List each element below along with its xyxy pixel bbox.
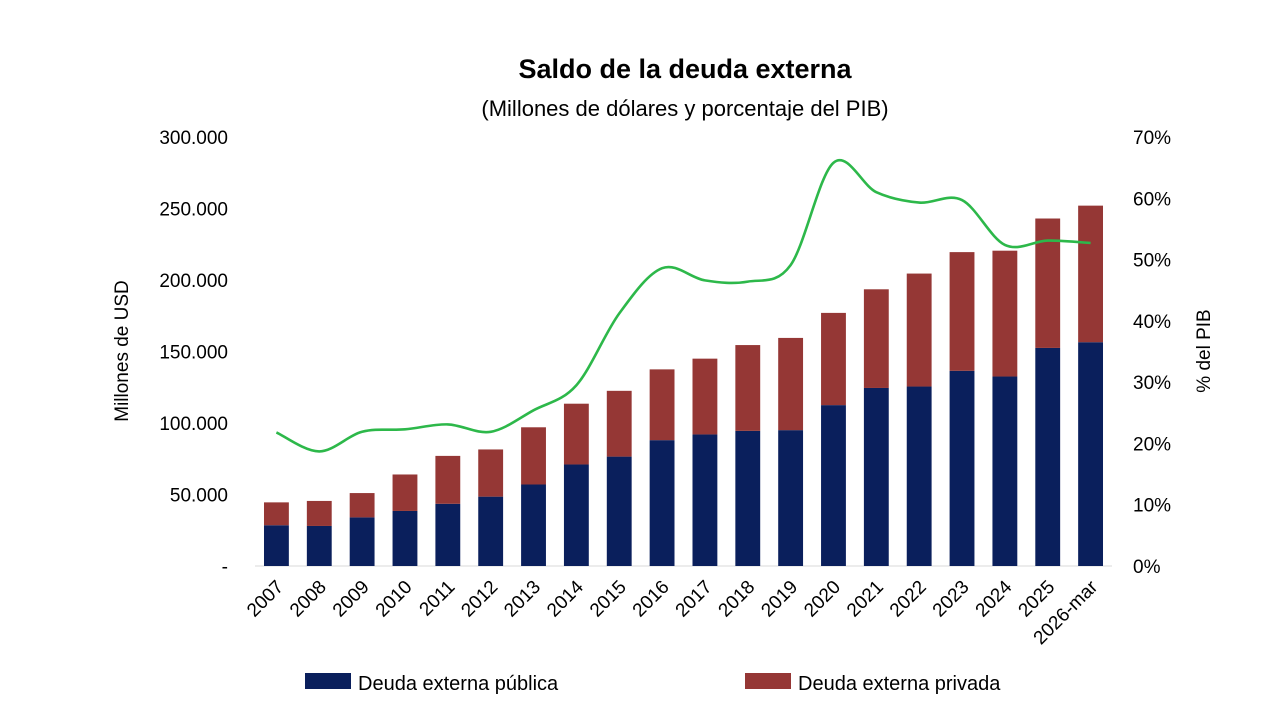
bar-privada-2015 xyxy=(606,390,632,457)
bar-publica-2023 xyxy=(949,370,975,566)
right-axis-label: % del PIB xyxy=(1194,309,1215,392)
right-tick-label: 40% xyxy=(1133,312,1171,333)
bar-privada-2025 xyxy=(1035,218,1061,348)
x-tick-label: 2022 xyxy=(886,577,931,622)
bar-publica-2017 xyxy=(692,434,718,566)
x-tick-label: 2017 xyxy=(672,577,717,622)
bar-privada-2018 xyxy=(735,345,761,431)
x-tick-label: 2009 xyxy=(329,577,374,622)
x-tick-label: 2015 xyxy=(586,577,631,622)
x-tick-label: 2011 xyxy=(416,577,460,621)
bar-publica-2012 xyxy=(478,496,504,566)
bar-publica-2021 xyxy=(863,387,889,566)
left-tick-label: 200.000 xyxy=(159,271,228,292)
bar-privada-2007 xyxy=(263,502,289,526)
x-tick-label: 2012 xyxy=(457,577,502,622)
right-tick-label: 50% xyxy=(1133,251,1171,272)
right-tick-label: 60% xyxy=(1133,189,1171,210)
legend-swatch-publica xyxy=(305,673,351,689)
bar-privada-2019 xyxy=(778,337,804,431)
bar-publica-2024 xyxy=(992,376,1018,566)
bar-publica-2019 xyxy=(778,430,804,566)
bar-privada-2026-mar xyxy=(1078,205,1104,343)
bar-privada-2024 xyxy=(992,250,1018,377)
right-tick-label: 0% xyxy=(1133,557,1161,578)
bar-privada-2016 xyxy=(649,369,675,441)
bar-privada-2011 xyxy=(435,455,461,504)
bar-publica-2015 xyxy=(606,456,632,566)
x-tick-label: 2007 xyxy=(243,577,288,622)
pib-line xyxy=(275,159,1091,453)
bar-publica-2020 xyxy=(821,405,846,566)
x-tick-label: 2021 xyxy=(843,577,888,622)
left-tick-label: 100.000 xyxy=(159,414,228,435)
bar-publica-2022 xyxy=(906,386,932,566)
bar-publica-2008 xyxy=(306,525,332,566)
x-tick-label: 2013 xyxy=(500,577,545,622)
bar-publica-2025 xyxy=(1035,347,1061,566)
bar-publica-2007 xyxy=(263,525,289,566)
bar-publica-2018 xyxy=(735,430,761,566)
x-tick-label: 2008 xyxy=(286,577,331,622)
right-tick-label: 20% xyxy=(1133,434,1171,455)
left-axis-ticks: - 50.000 100.000 150.000 200.000 250.000 300.0… xyxy=(159,128,228,578)
right-axis-ticks: 0% 10% 20% 30% 40% 50% 60% 70% xyxy=(1133,128,1171,578)
legend-label-privada: Deuda externa privada xyxy=(798,673,1001,695)
bar-privada-2008 xyxy=(306,500,332,526)
bar-publica-2026-mar xyxy=(1078,342,1104,566)
right-tick-label: 70% xyxy=(1133,128,1171,149)
bar-publica-2013 xyxy=(521,484,546,566)
bar-privada-2013 xyxy=(521,427,546,485)
legend-label-publica: Deuda externa pública xyxy=(358,673,559,695)
right-tick-label: 10% xyxy=(1133,496,1171,517)
x-tick-label: 2023 xyxy=(929,577,974,622)
x-tick-label: 2016 xyxy=(629,577,674,622)
x-tick-label: 2018 xyxy=(715,577,760,622)
bar-privada-2009 xyxy=(349,493,375,518)
bar-publica-2014 xyxy=(563,464,589,566)
x-tick-label: 2019 xyxy=(757,577,802,622)
x-tick-label: 2014 xyxy=(543,576,588,621)
legend: Deuda externa pública Deuda externa priv… xyxy=(305,673,1001,695)
bar-privada-2022 xyxy=(906,273,932,387)
bar-publica-2011 xyxy=(435,503,461,566)
pib-line-layer xyxy=(275,159,1091,453)
bar-publica-2010 xyxy=(392,510,418,566)
left-tick-label: 150.000 xyxy=(159,343,228,364)
bar-privada-2014 xyxy=(563,403,589,465)
bar-publica-2016 xyxy=(649,440,675,566)
left-axis-label: Millones de USD xyxy=(112,280,133,422)
right-tick-label: 30% xyxy=(1133,373,1171,394)
x-tick-label: 2020 xyxy=(800,577,845,622)
left-tick-label: - xyxy=(222,557,228,578)
legend-swatch-privada xyxy=(745,673,791,689)
bar-publica-2009 xyxy=(349,517,375,566)
bar-privada-2023 xyxy=(949,252,975,371)
bar-privada-2017 xyxy=(692,358,718,435)
chart-title: Saldo de la deuda externa xyxy=(518,54,852,84)
x-tick-label: 2010 xyxy=(372,577,417,622)
left-tick-label: 300.000 xyxy=(159,128,228,149)
x-tick-label: 2024 xyxy=(972,576,1017,621)
bar-privada-2020 xyxy=(821,312,846,406)
left-tick-label: 250.000 xyxy=(159,200,228,221)
chart-subtitle: (Millones de dólares y porcentaje del PI… xyxy=(481,96,888,121)
bar-privada-2021 xyxy=(863,289,889,388)
bar-privada-2012 xyxy=(478,449,504,497)
bars xyxy=(263,205,1104,566)
left-tick-label: 50.000 xyxy=(170,486,228,507)
bar-privada-2010 xyxy=(392,474,418,511)
